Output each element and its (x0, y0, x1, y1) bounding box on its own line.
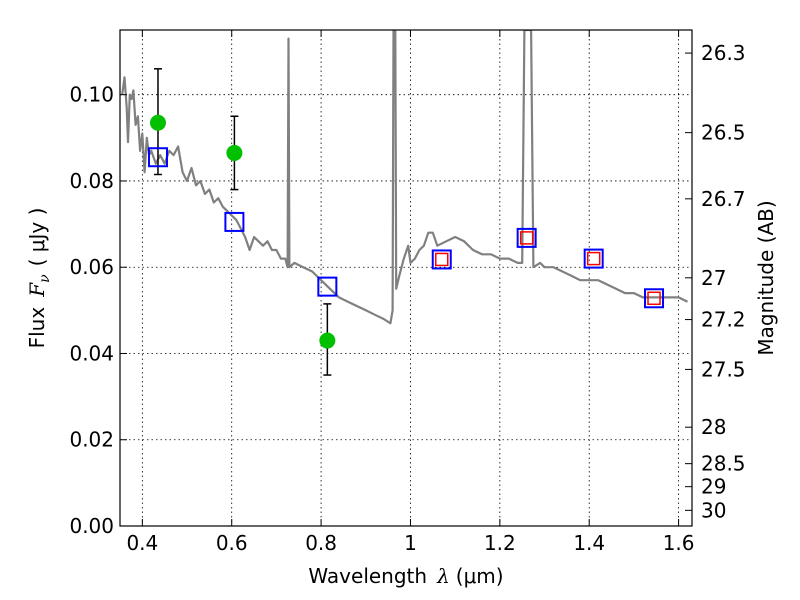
y2-tick-label: 27.5 (701, 357, 746, 381)
model-flux-square (644, 288, 665, 309)
y-axis-label-subscript: ν (37, 274, 53, 283)
x-axis-label-symbol: λ (436, 564, 450, 588)
y2-axis-label: Magnitude (AB) (754, 200, 778, 355)
model-flux-square (516, 227, 537, 248)
y2-tick-label: 30 (701, 498, 726, 522)
observed-flux-point (149, 114, 166, 131)
x-axis-label-text: Wavelength (308, 564, 427, 588)
x-tick-label: 1.6 (663, 531, 695, 555)
nir-flux-square (519, 231, 534, 245)
x-tick-label: 0.8 (305, 531, 337, 555)
observed-flux-point (319, 332, 336, 349)
model-flux-square (147, 147, 168, 168)
y-tick-label: 0.10 (69, 83, 114, 107)
y-axis-label-text: Flux (25, 307, 49, 349)
x-tick-label: 0.4 (126, 531, 158, 555)
y-tick-label: 0.04 (69, 341, 114, 365)
y2-tick-label: 28 (701, 415, 726, 439)
y-tick-label: 0.08 (69, 169, 114, 193)
x-tick-label: 1.2 (484, 531, 516, 555)
observed-flux-point (226, 144, 243, 161)
y-axis-label-symbol: F (25, 282, 49, 298)
y-axis-label: Flux Fν ( μJy ) (25, 208, 53, 349)
x-tick-label: 1 (404, 531, 417, 555)
y-tick-label: 0.02 (69, 428, 114, 452)
y-tick-label: 0.00 (69, 514, 114, 538)
y2-tick-label: 28.5 (701, 452, 746, 476)
y2-tick-label: 26.5 (701, 121, 746, 145)
y2-tick-label: 27.2 (701, 308, 746, 332)
y2-tick-label: 27 (701, 266, 726, 290)
nir-flux-square (435, 252, 449, 267)
x-tick-label: 1.4 (573, 531, 605, 555)
ticks-group: 0.4 0.6 0.8 1 1.2 1.4 1.6 0.00 0.02 0.04 0.06 0.08 0… (69, 30, 746, 555)
markers-group (147, 68, 665, 376)
y2-tick-label: 26.7 (701, 187, 746, 211)
model-flux-square (583, 248, 604, 269)
y-tick-label: 0.06 (69, 255, 114, 279)
x-tick-label: 0.6 (216, 531, 248, 555)
model-flux-square (317, 276, 338, 297)
y2-tick-label: 29 (701, 475, 726, 499)
x-axis-label-unit: (μm) (456, 564, 504, 588)
nir-flux-square (647, 291, 661, 306)
model-flux-square (431, 249, 452, 270)
x-axis-label: Wavelength λ (μm) (308, 564, 503, 588)
y-axis-label-unit: ( μJy ) (25, 208, 49, 267)
nir-flux-square (586, 251, 601, 266)
model-flux-square (224, 211, 245, 232)
y2-tick-label: 26.3 (701, 41, 746, 65)
